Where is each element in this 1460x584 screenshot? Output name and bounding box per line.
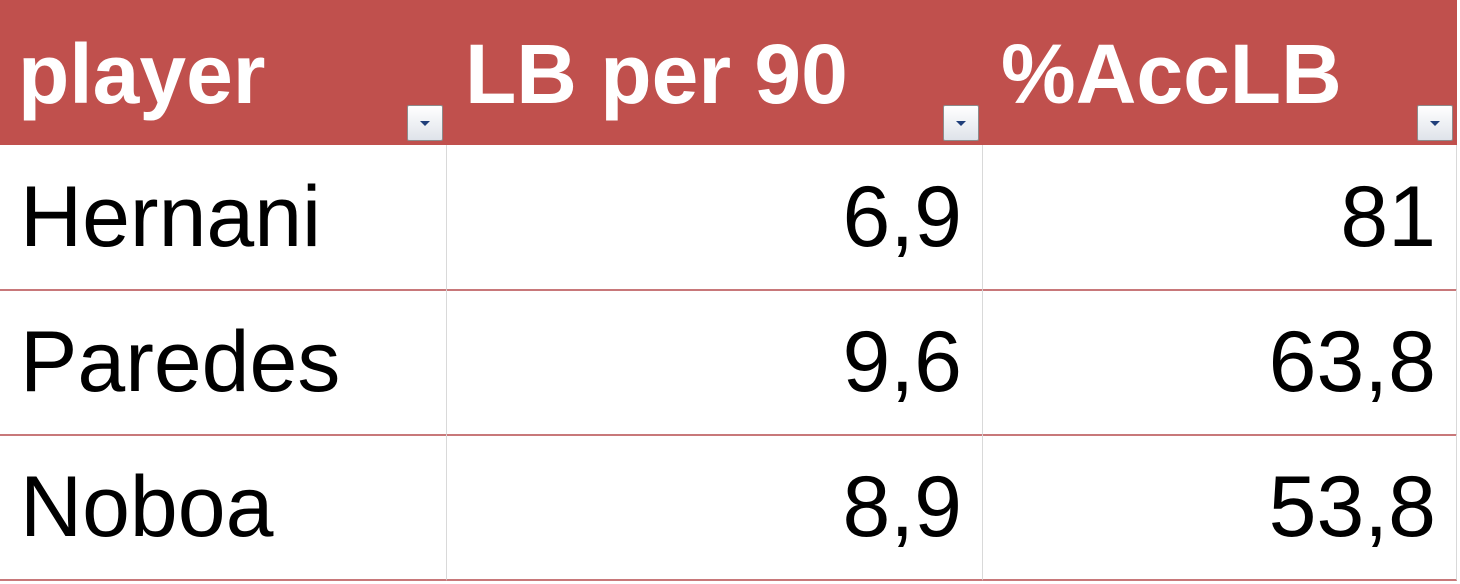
- cell-value: 53,8: [1268, 458, 1436, 555]
- table-cell: 9,6: [447, 290, 983, 436]
- cell-value: 63,8: [1268, 313, 1436, 410]
- table-cell: Hernani: [0, 145, 447, 291]
- header-text: LB per 90: [465, 27, 848, 121]
- header-cell: player: [0, 0, 447, 145]
- table-cell: Paredes: [0, 290, 447, 436]
- cell-value: 6,9: [842, 168, 962, 265]
- cell-value: 81: [1340, 168, 1436, 265]
- table-cell: 6,9: [447, 145, 983, 291]
- filter-button[interactable]: [407, 105, 443, 141]
- table-cell: 8,9: [447, 435, 983, 581]
- header-text: player: [18, 27, 266, 121]
- table-cell: Noboa: [0, 435, 447, 581]
- table-cell: 63,8: [983, 290, 1457, 436]
- player-name: Paredes: [20, 313, 341, 410]
- filter-button[interactable]: [1417, 105, 1453, 141]
- cell-value: 8,9: [842, 458, 962, 555]
- player-name: Noboa: [20, 458, 274, 555]
- table-cell: 81: [983, 145, 1457, 291]
- header-cell: LB per 90: [447, 0, 983, 145]
- filter-button[interactable]: [943, 105, 979, 141]
- header-text: %AccLB: [1001, 27, 1342, 121]
- table-cell: 53,8: [983, 435, 1457, 581]
- player-name: Hernani: [20, 168, 322, 265]
- header-cell: %AccLB: [983, 0, 1457, 145]
- cell-value: 9,6: [842, 313, 962, 410]
